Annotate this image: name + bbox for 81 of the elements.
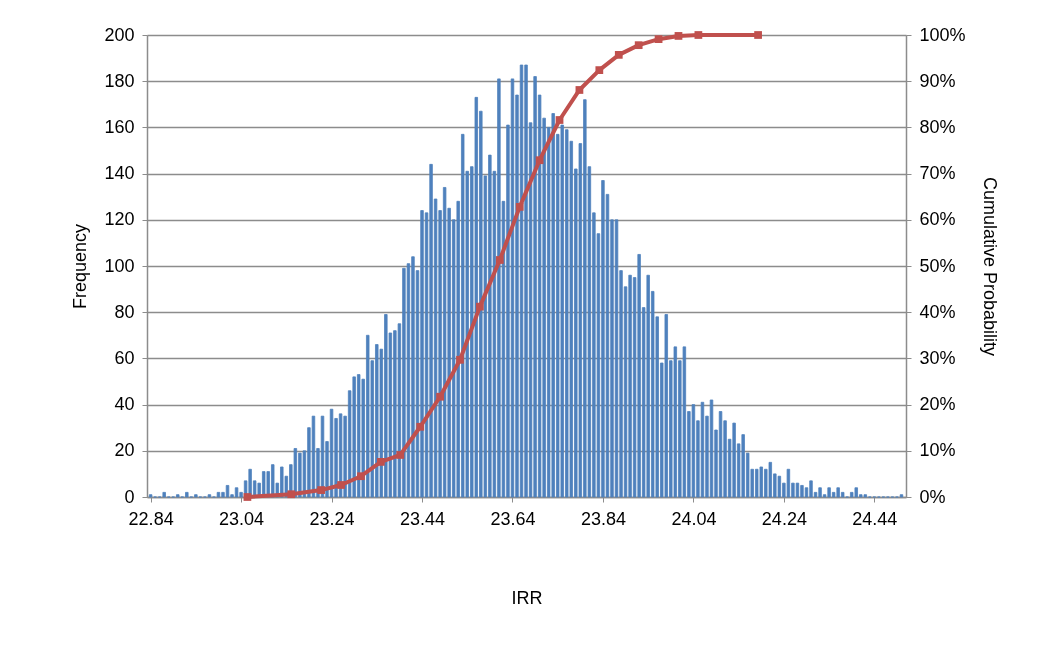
bar: [795, 482, 800, 498]
bar: [899, 494, 904, 498]
y2-tick-label: 80%: [919, 116, 956, 137]
point: [416, 422, 425, 431]
point: [515, 202, 524, 211]
point: [555, 116, 564, 124]
x-tick-label: 23.84: [580, 508, 626, 529]
y2-tick-label: 30%: [919, 347, 956, 368]
point: [614, 50, 623, 59]
point: [694, 31, 703, 39]
y-tick-label: 60: [114, 347, 135, 368]
bar: [831, 491, 836, 498]
y-tick-label: 100: [104, 255, 135, 276]
bar: [691, 404, 696, 498]
x-tick-label: 22.84: [128, 508, 174, 529]
y-tick-label: 20: [114, 440, 135, 461]
bar: [176, 494, 180, 498]
y-tick-label: 180: [104, 70, 135, 91]
point: [337, 481, 345, 489]
bar: [162, 491, 166, 498]
x-tick-label: 23.24: [309, 508, 355, 529]
bar: [850, 491, 854, 498]
bar: [442, 187, 447, 498]
x-tick-label: 23.44: [399, 508, 446, 529]
bar: [234, 487, 239, 498]
bar: [863, 494, 867, 498]
y2-tick-label: 60%: [919, 209, 956, 230]
bar: [840, 491, 845, 498]
y-axis-title: Frequency: [70, 223, 91, 310]
y2-tick-label: 100%: [919, 24, 966, 45]
bar: [356, 374, 361, 498]
x-tick-label: 24.04: [671, 508, 717, 529]
y2-tick-label: 20%: [919, 394, 956, 415]
y-tick-label: 140: [104, 163, 135, 184]
point: [634, 41, 643, 50]
y2-tick-label: 90%: [919, 70, 956, 91]
bar: [786, 468, 791, 498]
point: [674, 32, 683, 40]
x-axis-title: IRR: [511, 587, 543, 608]
point: [317, 486, 326, 494]
bar: [225, 485, 230, 498]
y2-axis-title: Cumulative Probability: [979, 176, 1000, 357]
y2-tick-label: 10%: [919, 440, 956, 461]
x-tick-label: 24.24: [761, 508, 807, 529]
bar: [673, 346, 678, 498]
bar: [682, 346, 687, 498]
y-tick-label: 120: [104, 209, 135, 230]
y-tick-label: 160: [104, 116, 135, 137]
bar: [216, 491, 221, 498]
point: [495, 256, 504, 264]
point: [396, 451, 405, 459]
y-tick-label: 200: [104, 24, 135, 45]
bar: [809, 480, 813, 498]
point: [575, 86, 584, 94]
point: [436, 392, 444, 401]
y-tick-label: 0: [124, 486, 135, 507]
bar: [777, 475, 782, 498]
point: [243, 493, 252, 501]
y2-tick-label: 0%: [919, 486, 946, 507]
point: [654, 35, 663, 44]
y2-tick-label: 50%: [919, 255, 956, 276]
bar: [420, 210, 424, 498]
point: [287, 490, 296, 499]
y2-tick-label: 70%: [919, 163, 956, 184]
bar: [207, 494, 212, 498]
point: [754, 31, 762, 39]
bar: [185, 491, 189, 498]
point: [357, 472, 365, 481]
y-tick-label: 40: [114, 394, 135, 415]
point: [456, 355, 464, 364]
point: [376, 458, 385, 466]
y-tick-label: 80: [114, 301, 135, 322]
x-tick-label: 24.44: [852, 508, 898, 529]
point: [476, 302, 484, 311]
bar: [194, 494, 198, 498]
x-tick-label: 23.04: [219, 508, 265, 529]
x-tick-label: 23.64: [490, 508, 536, 529]
bar: [148, 494, 153, 498]
y2-tick-label: 40%: [919, 301, 956, 322]
point: [535, 156, 544, 165]
point: [595, 66, 604, 74]
